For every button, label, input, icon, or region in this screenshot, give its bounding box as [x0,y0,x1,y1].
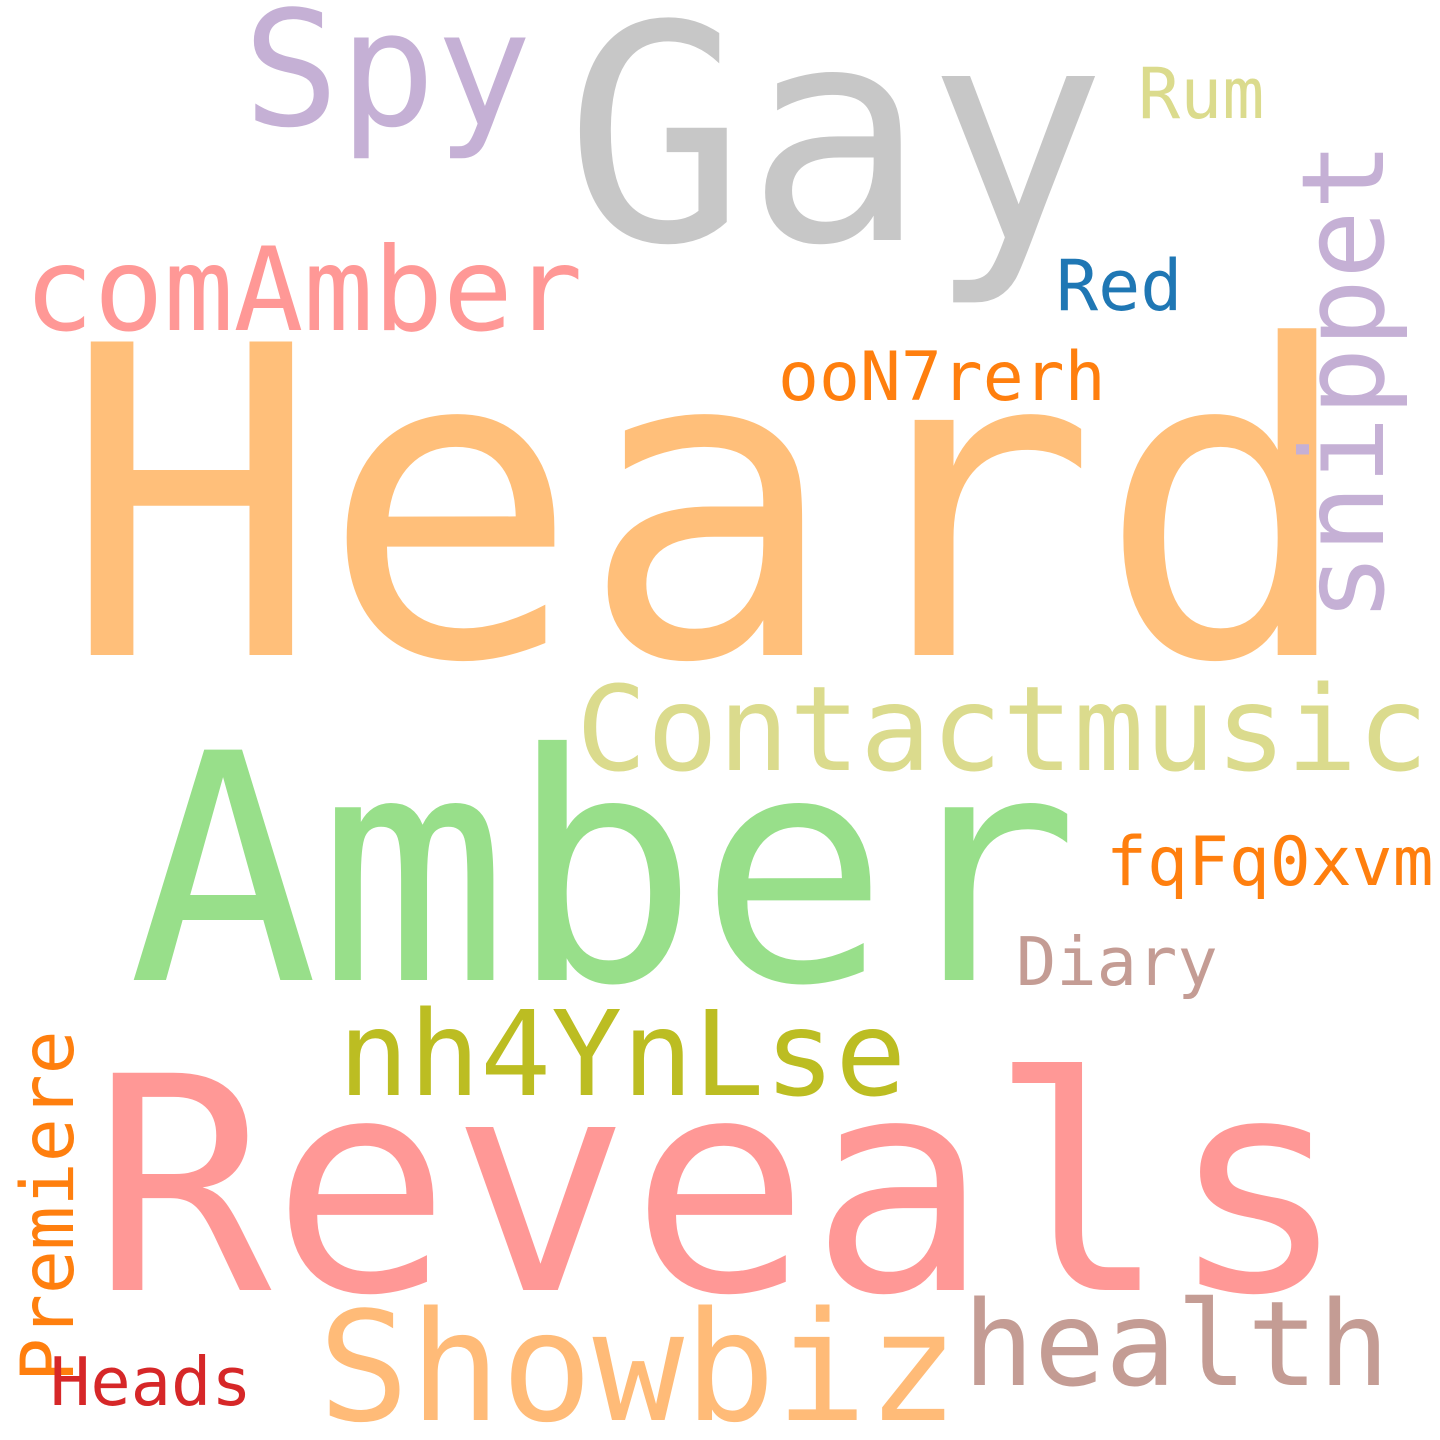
word: Red [1056,245,1182,327]
word: fqFq0xvm [1106,823,1434,902]
word: nh4YnLse [338,985,906,1123]
word: Diary [1016,923,1218,1001]
word: Showbiz [318,1279,959,1440]
word: Gay [565,0,1107,311]
word: comAmber [24,223,583,358]
word: Reveals [92,1014,1348,1361]
word: snippet [1277,142,1410,622]
word: Amber [128,687,1079,1055]
word: Contactmusic [576,660,1429,798]
word: Heard [62,257,1356,757]
word: Premiere [6,1030,91,1382]
word: ooN7rerh [778,338,1106,417]
word: Heads [50,1343,252,1421]
word: health [963,1275,1389,1413]
word: Spy [243,0,532,163]
word: Rum [1138,53,1264,135]
